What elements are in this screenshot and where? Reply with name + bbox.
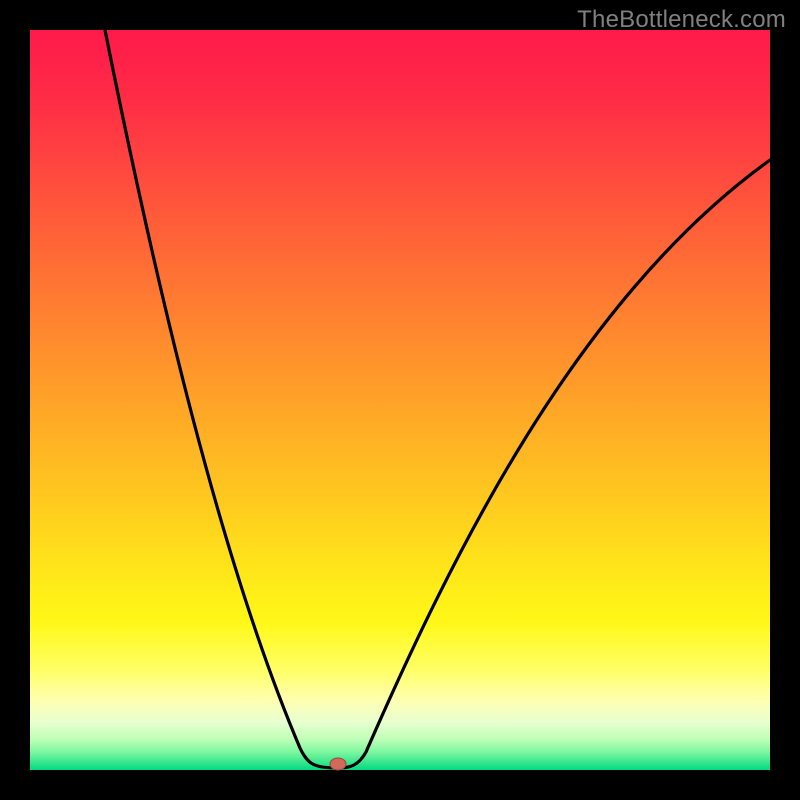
plot-area [30, 30, 770, 770]
optimum-marker [330, 758, 346, 770]
watermark-text: TheBottleneck.com [577, 6, 786, 34]
chart-container: TheBottleneck.com [0, 0, 800, 800]
bottleneck-chart [0, 0, 800, 800]
